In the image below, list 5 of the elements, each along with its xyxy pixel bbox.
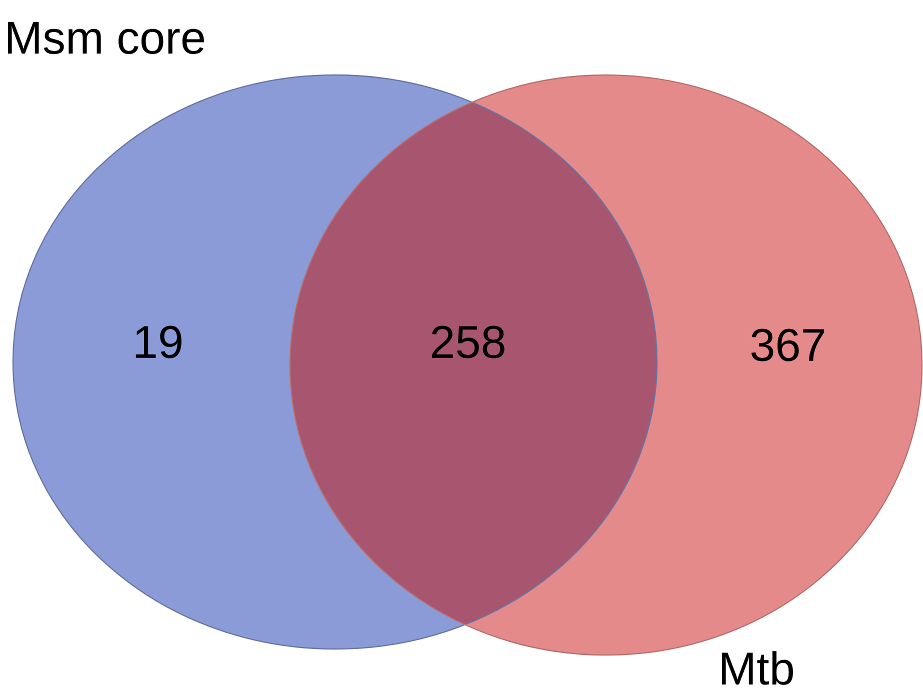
- data-label: 19: [136, 326, 182, 358]
- text: Msm core: [8, 22, 204, 54]
- data-label: 367: [751, 328, 824, 362]
- data-label: 258: [432, 326, 504, 358]
- text: Mtb: [722, 651, 793, 685]
